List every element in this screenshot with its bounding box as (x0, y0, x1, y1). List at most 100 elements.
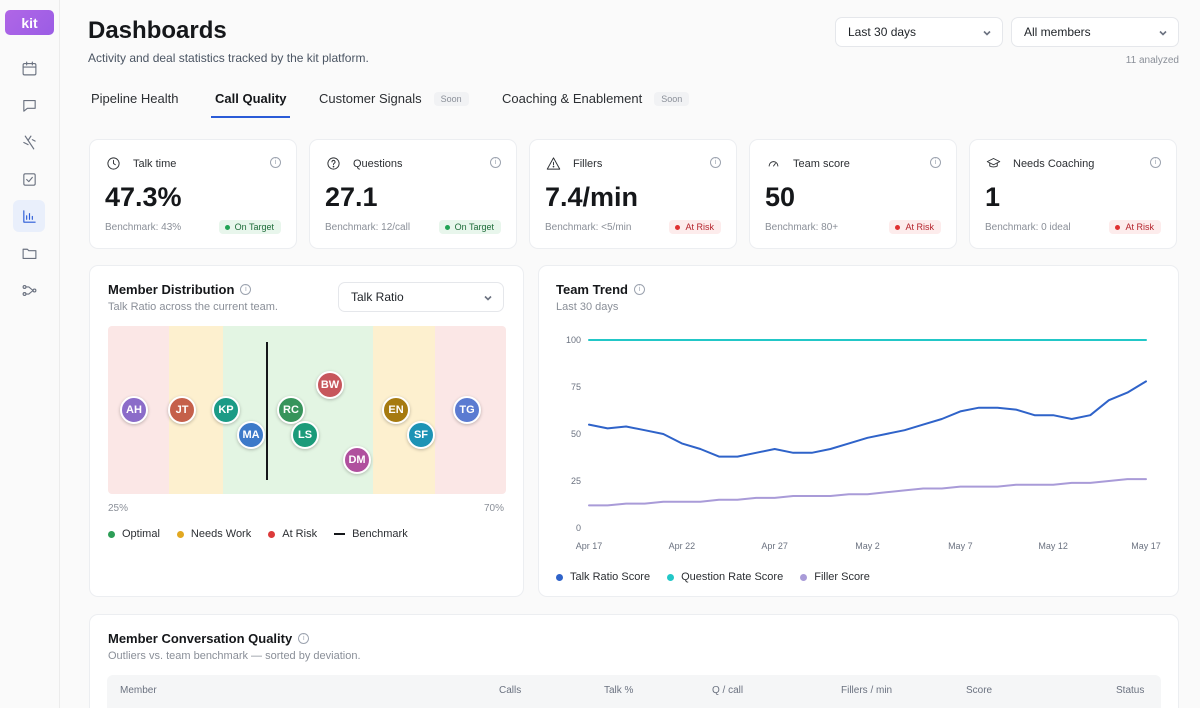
benchmark-line (266, 342, 268, 480)
x-tick-label: Apr 27 (761, 541, 788, 551)
avatar[interactable]: KP (212, 396, 240, 424)
y-tick-label: 50 (571, 429, 581, 439)
warning-icon (546, 156, 561, 171)
gauge-icon (766, 156, 781, 171)
sidebar: kit (0, 0, 60, 708)
graduation-cap-icon (986, 156, 1001, 171)
status-badge: On Target (218, 220, 281, 234)
status-badge: At Risk (669, 220, 721, 234)
kpi-label: Questions (353, 157, 403, 170)
column-header[interactable]: Calls (499, 685, 522, 696)
info-icon[interactable]: i (634, 284, 646, 295)
member-distribution-panel: Member Distribution i Talk Ratio across t… (89, 265, 524, 597)
info-icon[interactable]: i (930, 157, 941, 168)
period-select-value: Last 30 days (848, 25, 917, 39)
quality-table-header: Member Calls Talk % Q / call Fillers / m… (107, 675, 1161, 708)
x-tick-label: Apr 17 (576, 541, 603, 551)
x-tick-label: May 2 (855, 541, 880, 551)
legend-item: Benchmark (334, 528, 408, 540)
kpi-card-fillers: Fillers i 7.4/min Benchmark: <5/min At R… (529, 139, 737, 249)
column-header[interactable]: Q / call (712, 685, 744, 696)
conversation-quality-title: Member Conversation Quality i (108, 631, 310, 646)
period-select[interactable]: Last 30 days (835, 17, 1003, 47)
soon-badge: Soon (654, 91, 690, 106)
folder-icon[interactable] (13, 237, 45, 269)
info-icon[interactable]: i (298, 633, 310, 644)
kpi-value: 47.3% (105, 182, 182, 212)
kpi-label: Team score (793, 157, 850, 170)
avatar[interactable]: BW (316, 371, 344, 399)
info-icon[interactable]: i (270, 157, 281, 168)
kpi-card-team-score: Team score i 50 Benchmark: 80+ At Risk (749, 139, 957, 249)
member-distribution-title: Member Distribution i (108, 282, 252, 297)
series-line-filler-score[interactable] (588, 478, 1147, 507)
column-header[interactable]: Fillers / min (841, 685, 893, 696)
checkbox-icon[interactable] (13, 163, 45, 195)
member-distribution-subtitle: Talk Ratio across the current team. (108, 301, 278, 313)
tab-label: Pipeline Health (91, 91, 179, 106)
legend-item: Needs Work (176, 528, 251, 540)
active-tab-indicator (211, 116, 290, 118)
status-badge: On Target (438, 220, 501, 234)
info-icon[interactable]: i (490, 157, 501, 168)
legend-item: Talk Ratio Score (556, 571, 650, 583)
kpi-benchmark: Benchmark: 0 ideal (985, 222, 1071, 233)
tab-pipeline-health[interactable]: Pipeline Health (91, 91, 178, 106)
x-tick-label: May 12 (1038, 541, 1068, 551)
page-title: Dashboards (88, 17, 227, 44)
tab-label: Coaching & Enablement (502, 91, 643, 106)
avatar[interactable]: AH (120, 396, 148, 424)
team-trend-panel: Team Trend i Last 30 days 0 25 50 75 100 Apr 1… (538, 265, 1179, 597)
members-select-value: All members (1024, 25, 1091, 39)
x-tick-label: Apr 22 (669, 541, 696, 551)
distribution-strip: AH JT KP MA RC LS BW DM EN SF TG (108, 326, 506, 494)
avatar[interactable]: DM (343, 446, 371, 474)
calendar-icon[interactable] (13, 52, 45, 84)
info-icon[interactable]: i (1150, 157, 1161, 168)
series-line-talk-ratio-score[interactable] (588, 380, 1147, 458)
avatar[interactable]: RC (277, 396, 305, 424)
tab-call-quality[interactable]: Call Quality (215, 91, 287, 106)
ranking-icon[interactable] (13, 126, 45, 158)
trend-legend: Talk Ratio Score Question Rate Score Fil… (556, 571, 887, 583)
avatar[interactable]: TG (453, 396, 481, 424)
metric-select[interactable]: Talk Ratio (338, 282, 504, 312)
column-header[interactable]: Score (966, 685, 993, 696)
avatar[interactable]: JT (168, 396, 196, 424)
analyzed-count: 11 analyzed (1125, 55, 1179, 66)
column-header[interactable]: Member (120, 685, 157, 696)
flow-icon[interactable] (13, 274, 45, 306)
chevron-down-icon (1158, 27, 1168, 37)
kpi-label: Fillers (573, 157, 603, 170)
chevron-down-icon (483, 292, 493, 302)
avatar[interactable]: EN (382, 396, 410, 424)
legend-item: Optimal (108, 528, 160, 540)
kpi-label: Talk time (133, 157, 177, 170)
status-badge: At Risk (889, 220, 941, 234)
tab-coaching-enablement[interactable]: Coaching & Enablement Soon (502, 91, 690, 106)
chat-icon[interactable] (13, 89, 45, 121)
members-select[interactable]: All members (1011, 17, 1179, 47)
avatar[interactable]: LS (291, 421, 319, 449)
x-tick-label: May 7 (948, 541, 973, 551)
tab-customer-signals[interactable]: Customer Signals Soon (319, 91, 469, 106)
distribution-legend: Optimal Needs Work At Risk Benchmark (108, 528, 425, 540)
column-header[interactable]: Talk % (604, 685, 634, 696)
kpi-benchmark: Benchmark: 43% (105, 222, 182, 233)
bar-chart-icon[interactable] (13, 200, 45, 232)
tab-label: Call Quality (215, 91, 287, 106)
y-tick-label: 0 (576, 523, 581, 533)
info-icon[interactable]: i (240, 284, 252, 295)
avatar[interactable]: MA (237, 421, 265, 449)
axis-min-label: 25% (108, 503, 129, 514)
column-header[interactable]: Status (1116, 685, 1145, 696)
team-trend-title: Team Trend i (556, 282, 646, 297)
avatar[interactable]: SF (407, 421, 435, 449)
info-icon[interactable]: i (710, 157, 721, 168)
x-tick-label: May 17 (1131, 541, 1161, 551)
kit-logo[interactable]: kit (5, 10, 54, 35)
question-icon (326, 156, 341, 171)
y-tick-label: 100 (566, 335, 581, 345)
trend-chart: 0 25 50 75 100 Apr 17 Apr 22 Apr 27 May 2 May 7 Ma… (566, 335, 1161, 551)
kpi-value: 1 (985, 182, 1001, 212)
